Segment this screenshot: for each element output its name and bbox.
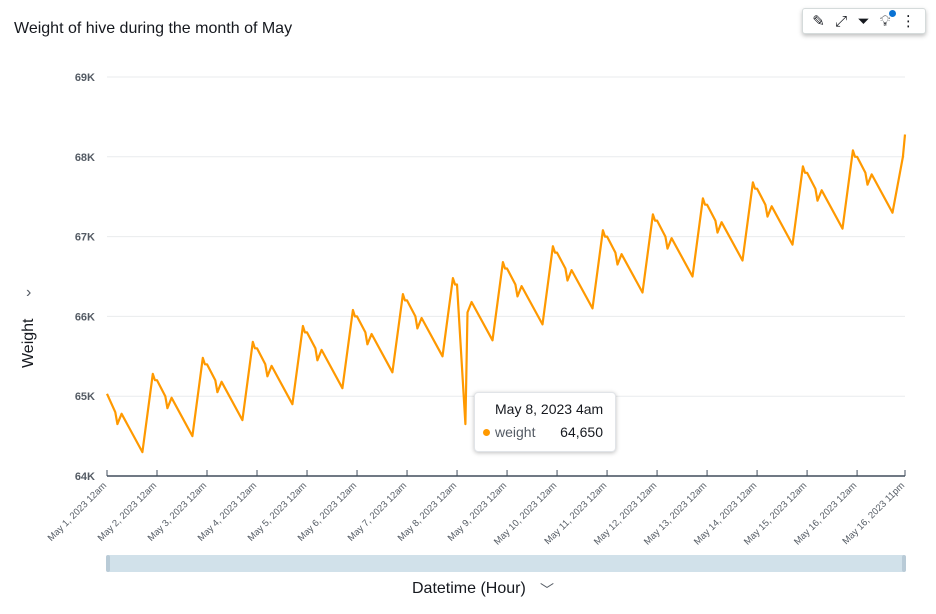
tooltip-title: May 8, 2023 4am [495, 401, 604, 417]
scrollbar-handle-right[interactable] [902, 555, 906, 572]
series-color-dot [483, 428, 490, 436]
pencil-icon[interactable]: ✎ [812, 12, 825, 30]
tooltip-series: weight [495, 424, 536, 440]
y-tick-label: 66K [75, 311, 95, 323]
y-axis-chevron-icon[interactable]: › [26, 284, 32, 301]
chart-title: Weight of hive during the month of May [14, 20, 293, 37]
x-axis-label[interactable]: Datetime (Hour) [412, 580, 526, 597]
notification-dot [889, 9, 897, 17]
y-axis-label[interactable]: Weight [20, 318, 37, 368]
y-tick-label: 69K [75, 72, 95, 84]
y-tick-label: 67K [75, 232, 95, 244]
y-tick-label: 64K [75, 471, 95, 483]
filter-icon[interactable]: ⏷ [857, 12, 870, 30]
expand-icon[interactable]: ⤢ [835, 12, 848, 30]
scrollbar-handle-left[interactable] [106, 555, 110, 572]
range-scrollbar[interactable] [107, 555, 905, 572]
weight-series-line [105, 134, 907, 454]
y-tick-label: 65K [75, 391, 95, 403]
visual-toolbar: ✎ ⤢ ⏷ 💡︎ ⋮ [802, 8, 926, 34]
y-tick-label: 68K [75, 152, 95, 164]
x-axis-chevron-icon[interactable]: ﹀ [540, 582, 554, 598]
lightbulb-icon[interactable]: 💡︎ [880, 9, 897, 29]
tooltip-value: 64,650 [560, 424, 603, 440]
more-icon[interactable]: ⋮ [900, 12, 916, 30]
tooltip: May 8, 2023 4am weight 64,650 [474, 392, 616, 452]
